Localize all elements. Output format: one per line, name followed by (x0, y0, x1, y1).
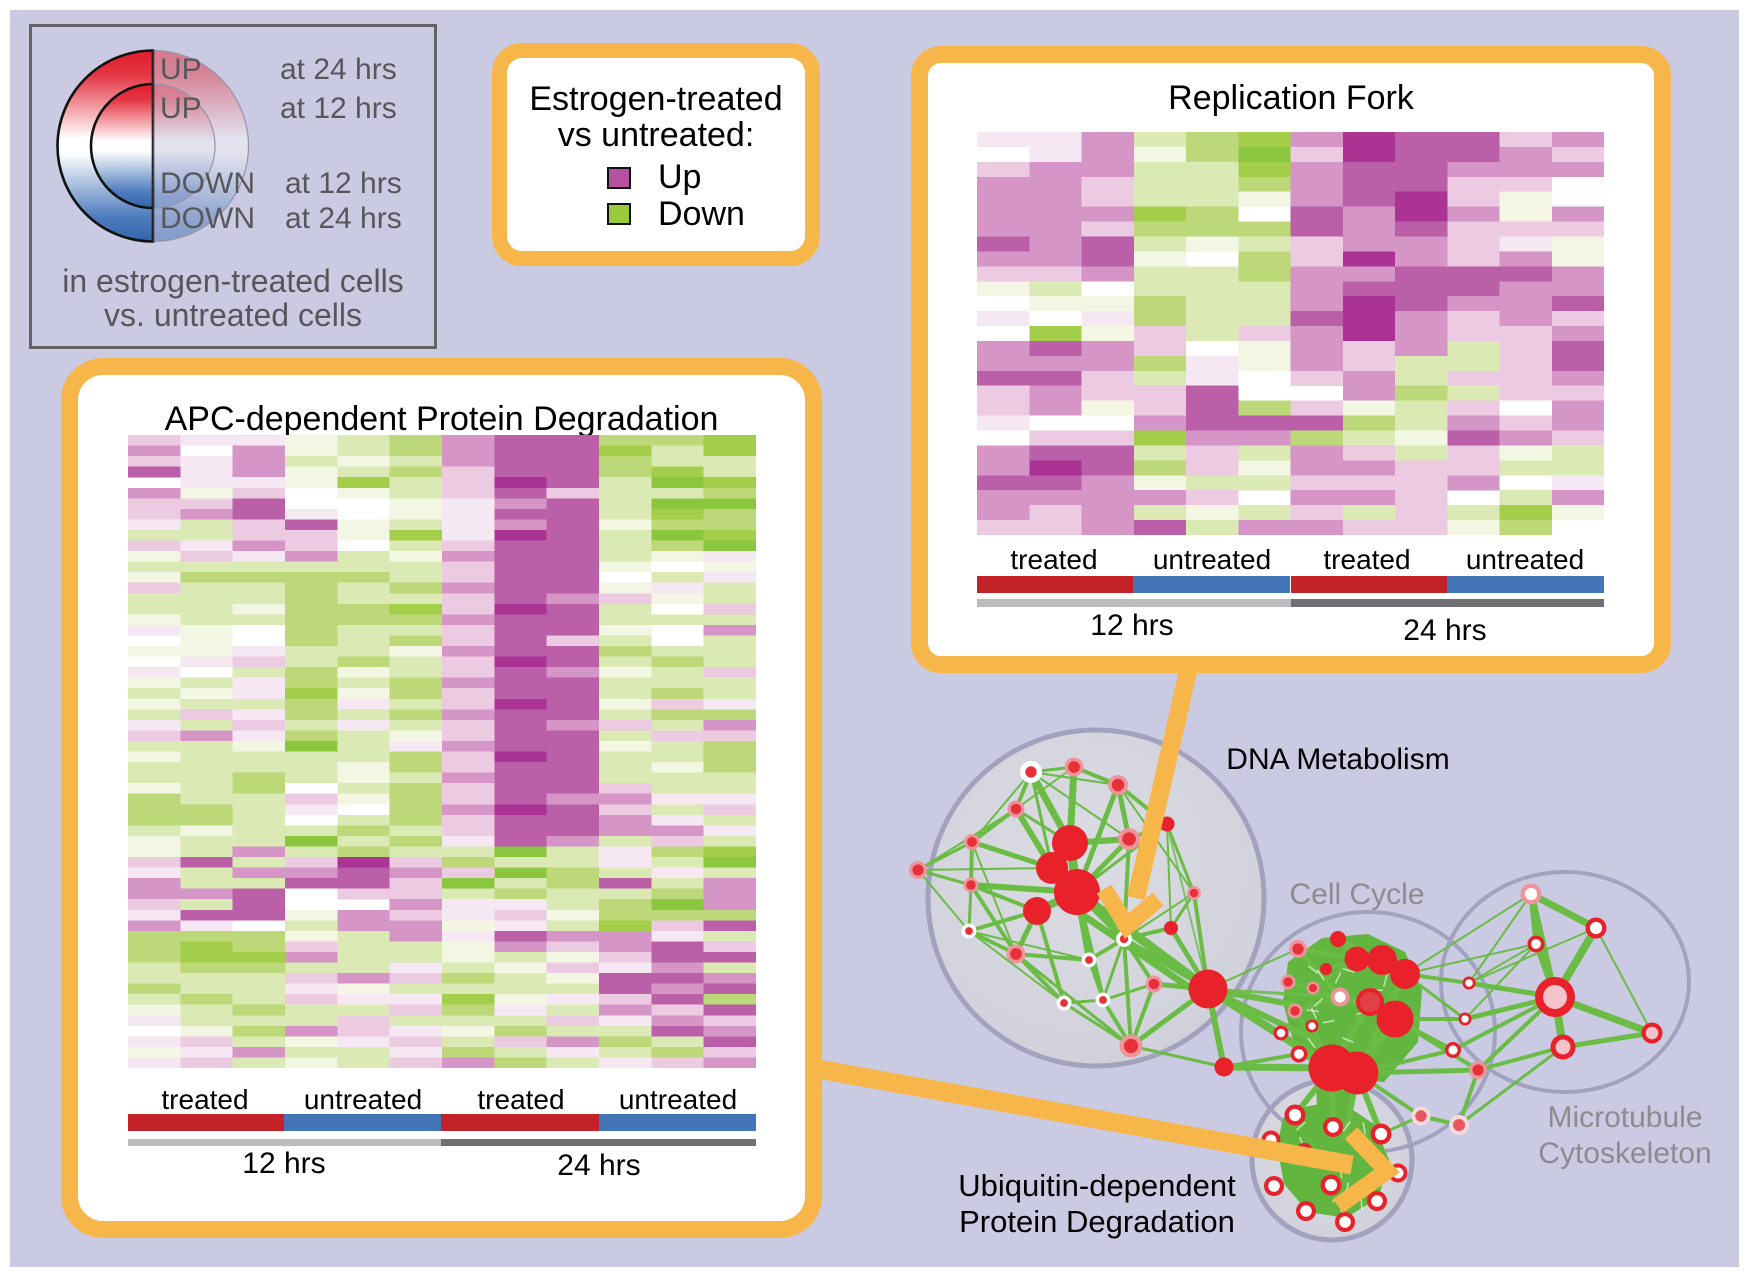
svg-text:Microtubule: Microtubule (1547, 1101, 1702, 1134)
svg-text:DNA Metabolism: DNA Metabolism (1226, 743, 1449, 776)
svg-text:Ubiquitin-dependent: Ubiquitin-dependent (958, 1168, 1236, 1203)
svg-text:Cytoskeleton: Cytoskeleton (1538, 1137, 1711, 1170)
svg-text:Protein Degradation: Protein Degradation (959, 1204, 1235, 1239)
svg-text:Cell Cycle: Cell Cycle (1289, 878, 1424, 911)
